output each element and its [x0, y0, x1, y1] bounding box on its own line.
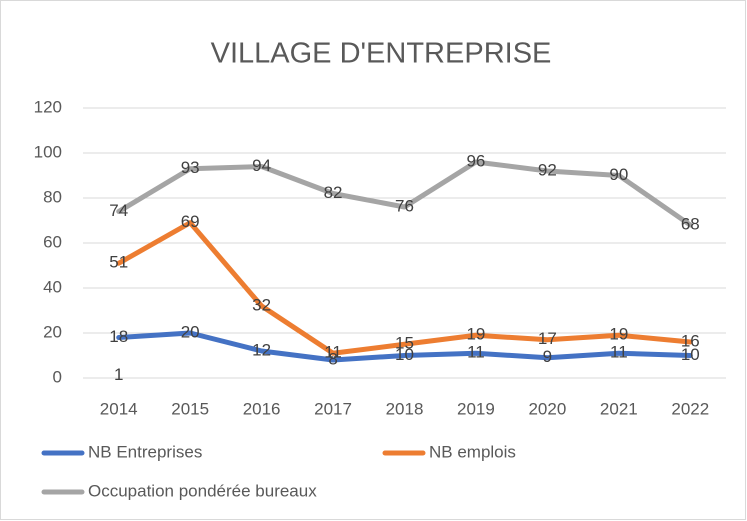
x-tick-label: 2022 — [671, 399, 709, 418]
data-label: 90 — [609, 165, 628, 184]
data-label: 94 — [252, 156, 271, 175]
y-tick-label: 60 — [43, 232, 62, 251]
y-tick-label: 100 — [34, 142, 62, 161]
data-label: 69 — [181, 212, 200, 231]
series-line — [116, 159, 693, 228]
chart-title: VILLAGE D'ENTREPRISE — [211, 38, 552, 70]
data-label: 10 — [681, 345, 700, 364]
data-label: 93 — [181, 158, 200, 177]
data-label: 17 — [538, 329, 557, 348]
x-tick-label: 2021 — [600, 399, 638, 418]
data-label: 8 — [328, 349, 337, 368]
x-tick-label: 2017 — [314, 399, 352, 418]
legend-label: NB Entreprises — [88, 442, 202, 461]
y-tick-label: 0 — [53, 367, 62, 386]
data-label: 82 — [324, 183, 343, 202]
data-label: 16 — [681, 331, 700, 350]
y-tick-label: 40 — [43, 277, 62, 296]
data-label: 12 — [252, 340, 271, 359]
x-tick-label: 2014 — [100, 399, 138, 418]
x-tick-label: 2019 — [457, 399, 495, 418]
series-line — [116, 220, 693, 356]
data-label: 18 — [109, 327, 128, 346]
data-label: 32 — [252, 295, 271, 314]
legend-label: Occupation pondérée bureaux — [88, 481, 317, 500]
data-label: 11 — [467, 343, 485, 362]
y-tick-label: 80 — [43, 187, 62, 206]
data-label: 92 — [538, 160, 557, 179]
data-label: 19 — [466, 325, 485, 344]
x-tick-label: 2016 — [243, 399, 281, 418]
x-tick-label: 2018 — [386, 399, 424, 418]
data-label: 10 — [395, 345, 414, 364]
data-label: 15 — [395, 334, 414, 353]
y-tick-label: 120 — [34, 97, 62, 116]
x-tick-label: 2015 — [171, 399, 209, 418]
data-label: 11 — [610, 343, 628, 362]
y-tick-label: 20 — [43, 322, 62, 341]
data-label: 9 — [543, 347, 552, 366]
data-label: 96 — [466, 151, 485, 170]
data-label: 51 — [109, 253, 128, 272]
annotation: 1 — [114, 365, 123, 384]
data-label: 74 — [109, 201, 128, 220]
data-label: 68 — [681, 214, 700, 233]
data-label: 20 — [181, 322, 200, 341]
data-label: 19 — [609, 325, 628, 344]
data-label: 76 — [395, 196, 414, 215]
x-tick-label: 2020 — [528, 399, 566, 418]
legend-label: NB emplois — [429, 442, 516, 461]
series-line — [116, 330, 693, 363]
data-label: 11 — [324, 343, 342, 362]
